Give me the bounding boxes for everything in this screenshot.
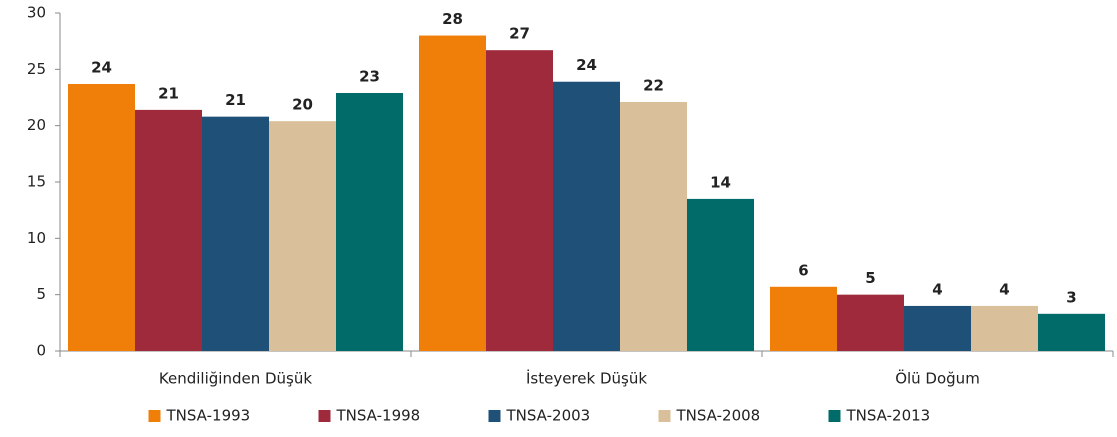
value-label: 4	[999, 280, 1009, 298]
legend-swatch	[488, 410, 501, 422]
value-label: 28	[442, 10, 463, 28]
legend-label: TNSA-2013	[846, 407, 931, 425]
x-tick-label: Kendiliğinden Düşük	[159, 370, 312, 388]
value-label: 24	[576, 56, 597, 74]
bar	[202, 116, 269, 351]
legend-swatch	[318, 410, 331, 422]
legend-label: TNSA-2003	[506, 407, 591, 425]
y-tick-label: 5	[36, 285, 46, 303]
legend-swatch	[148, 410, 161, 422]
value-label: 24	[91, 58, 112, 76]
value-label: 6	[798, 261, 808, 279]
bar	[904, 305, 971, 351]
bar	[68, 83, 135, 351]
bar	[419, 35, 486, 352]
value-label: 4	[932, 280, 942, 298]
bar	[770, 286, 837, 351]
bar	[135, 109, 202, 351]
value-label: 3	[1066, 288, 1076, 306]
bar	[486, 50, 553, 352]
bar	[687, 198, 754, 351]
bar	[1038, 313, 1105, 351]
x-tick-label: İsteyerek Düşük	[526, 369, 647, 388]
y-tick-label: 25	[27, 60, 46, 78]
value-label: 23	[359, 67, 380, 85]
legend-swatch	[658, 410, 671, 422]
bar	[269, 121, 336, 351]
y-tick-label: 10	[27, 229, 46, 247]
value-label: 21	[158, 84, 179, 102]
value-label: 21	[225, 91, 246, 109]
y-tick-label: 30	[27, 4, 46, 22]
value-label: 5	[865, 269, 875, 287]
y-tick-label: 20	[27, 116, 46, 134]
value-label: 20	[292, 96, 313, 114]
value-label: 14	[710, 173, 731, 191]
bar	[336, 92, 403, 351]
legend-label: TNSA-2008	[676, 407, 761, 425]
bar	[837, 294, 904, 351]
bar	[553, 81, 620, 351]
y-tick-label: 0	[36, 342, 46, 360]
legend-label: TNSA-1998	[336, 407, 421, 425]
legend-swatch	[828, 410, 841, 422]
x-tick-label: Ölü Doğum	[895, 369, 980, 388]
value-label: 27	[509, 25, 530, 43]
bar	[971, 305, 1038, 351]
y-tick-label: 15	[27, 173, 46, 191]
value-label: 22	[643, 77, 664, 95]
legend-label: TNSA-1993	[166, 407, 251, 425]
bar	[620, 102, 687, 351]
